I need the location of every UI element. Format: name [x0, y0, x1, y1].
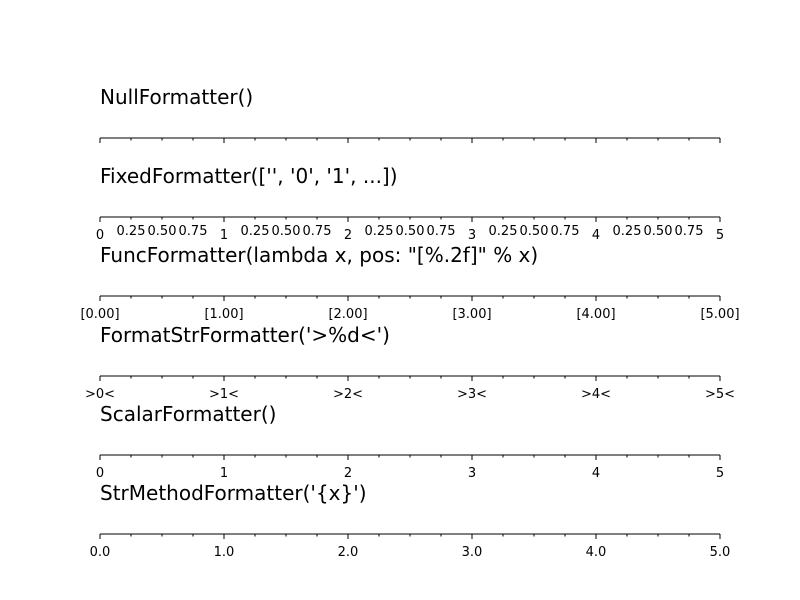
major-tick-label: [0.00] [80, 307, 119, 322]
major-tick-label: [5.00] [700, 307, 739, 322]
major-tick-label: [2.00] [328, 307, 367, 322]
minor-tick-label: 0.25 [489, 224, 518, 239]
major-tick-label: 0.0 [90, 545, 111, 560]
major-tick-label: 1.0 [214, 545, 235, 560]
major-tick-label: [4.00] [576, 307, 615, 322]
major-tick-label: 4.0 [586, 545, 607, 560]
panel-title: ScalarFormatter() [100, 402, 276, 426]
minor-tick-label: 0.25 [613, 224, 642, 239]
major-tick-label: >4< [581, 387, 611, 402]
major-tick-label: 1 [220, 466, 228, 481]
formatter-panel: StrMethodFormatter('{x}') 0.0 1.0 2.0 3.0 4.0… [90, 481, 731, 560]
major-tick-label: >3< [457, 387, 487, 402]
major-tick-label: 5.0 [710, 545, 731, 560]
minor-tick-label: 0.25 [117, 224, 146, 239]
major-tick-label: 0 [96, 466, 104, 481]
major-tick-label: 3.0 [462, 545, 483, 560]
formatter-panel: FuncFormatter(lambda x, pos: "[%.2f]" % … [80, 243, 739, 322]
minor-tick-label: 0.50 [520, 224, 549, 239]
major-tick-label: >2< [333, 387, 363, 402]
formatter-panel: FixedFormatter(['', '0', '1', ...]) 0 1 2 3 4… [96, 164, 724, 243]
major-tick-label: 1 [220, 228, 228, 243]
major-tick-label: [1.00] [204, 307, 243, 322]
major-tick-label: 5 [716, 228, 724, 243]
major-tick-label: >5< [705, 387, 735, 402]
formatter-panel: ScalarFormatter() 0 1 2 3 4 5 [96, 402, 724, 481]
panel-title: FuncFormatter(lambda x, pos: "[%.2f]" % … [100, 243, 538, 267]
major-tick-label: 4 [592, 466, 600, 481]
minor-tick-label: 0.50 [644, 224, 673, 239]
panel-title: FormatStrFormatter('>%d<') [100, 323, 390, 347]
major-tick-label: 3 [468, 466, 476, 481]
panel-title: FixedFormatter(['', '0', '1', ...]) [100, 164, 398, 188]
minor-tick-label: 0.25 [365, 224, 394, 239]
major-tick-label: [3.00] [452, 307, 491, 322]
major-tick-label: 2 [344, 466, 352, 481]
major-tick-label: 2 [344, 228, 352, 243]
minor-tick-label: 0.75 [179, 224, 208, 239]
minor-tick-label: 0.50 [272, 224, 301, 239]
formatter-panel: NullFormatter() [99, 85, 721, 143]
minor-tick-label: 0.75 [675, 224, 704, 239]
major-tick-label: >1< [209, 387, 239, 402]
minor-tick-label: 0.50 [396, 224, 425, 239]
panel-title: NullFormatter() [100, 85, 253, 109]
minor-tick-label: 0.50 [148, 224, 177, 239]
major-tick-label: 4 [592, 228, 600, 243]
minor-tick-label: 0.75 [303, 224, 332, 239]
panel-title: StrMethodFormatter('{x}') [100, 481, 367, 505]
formatter-panel: FormatStrFormatter('>%d<') >0< >1< >2< >3< >4… [85, 323, 735, 402]
minor-tick-label: 0.75 [551, 224, 580, 239]
major-tick-label: 3 [468, 228, 476, 243]
minor-tick-label: 0.25 [241, 224, 270, 239]
major-tick-label: >0< [85, 387, 115, 402]
minor-tick-label: 0.75 [427, 224, 456, 239]
major-tick-label: 5 [716, 466, 724, 481]
major-tick-label: 2.0 [338, 545, 359, 560]
major-tick-label: 0 [96, 228, 104, 243]
